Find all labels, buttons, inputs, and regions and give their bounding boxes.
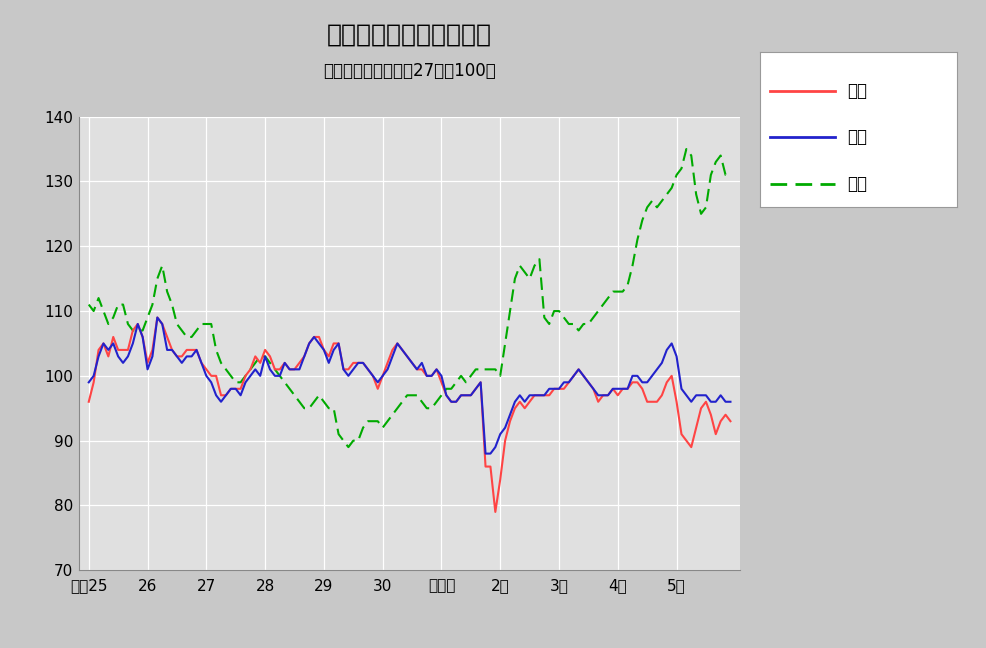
Text: （季節調整済、平成27年＝100）: （季節調整済、平成27年＝100） [322,62,496,80]
Text: 出荷: 出荷 [846,128,866,146]
Text: 在庫: 在庫 [846,175,866,193]
Text: 鳥取県鉱工業指数の推移: 鳥取県鉱工業指数の推移 [326,23,492,47]
Text: 生産: 生産 [846,82,866,100]
